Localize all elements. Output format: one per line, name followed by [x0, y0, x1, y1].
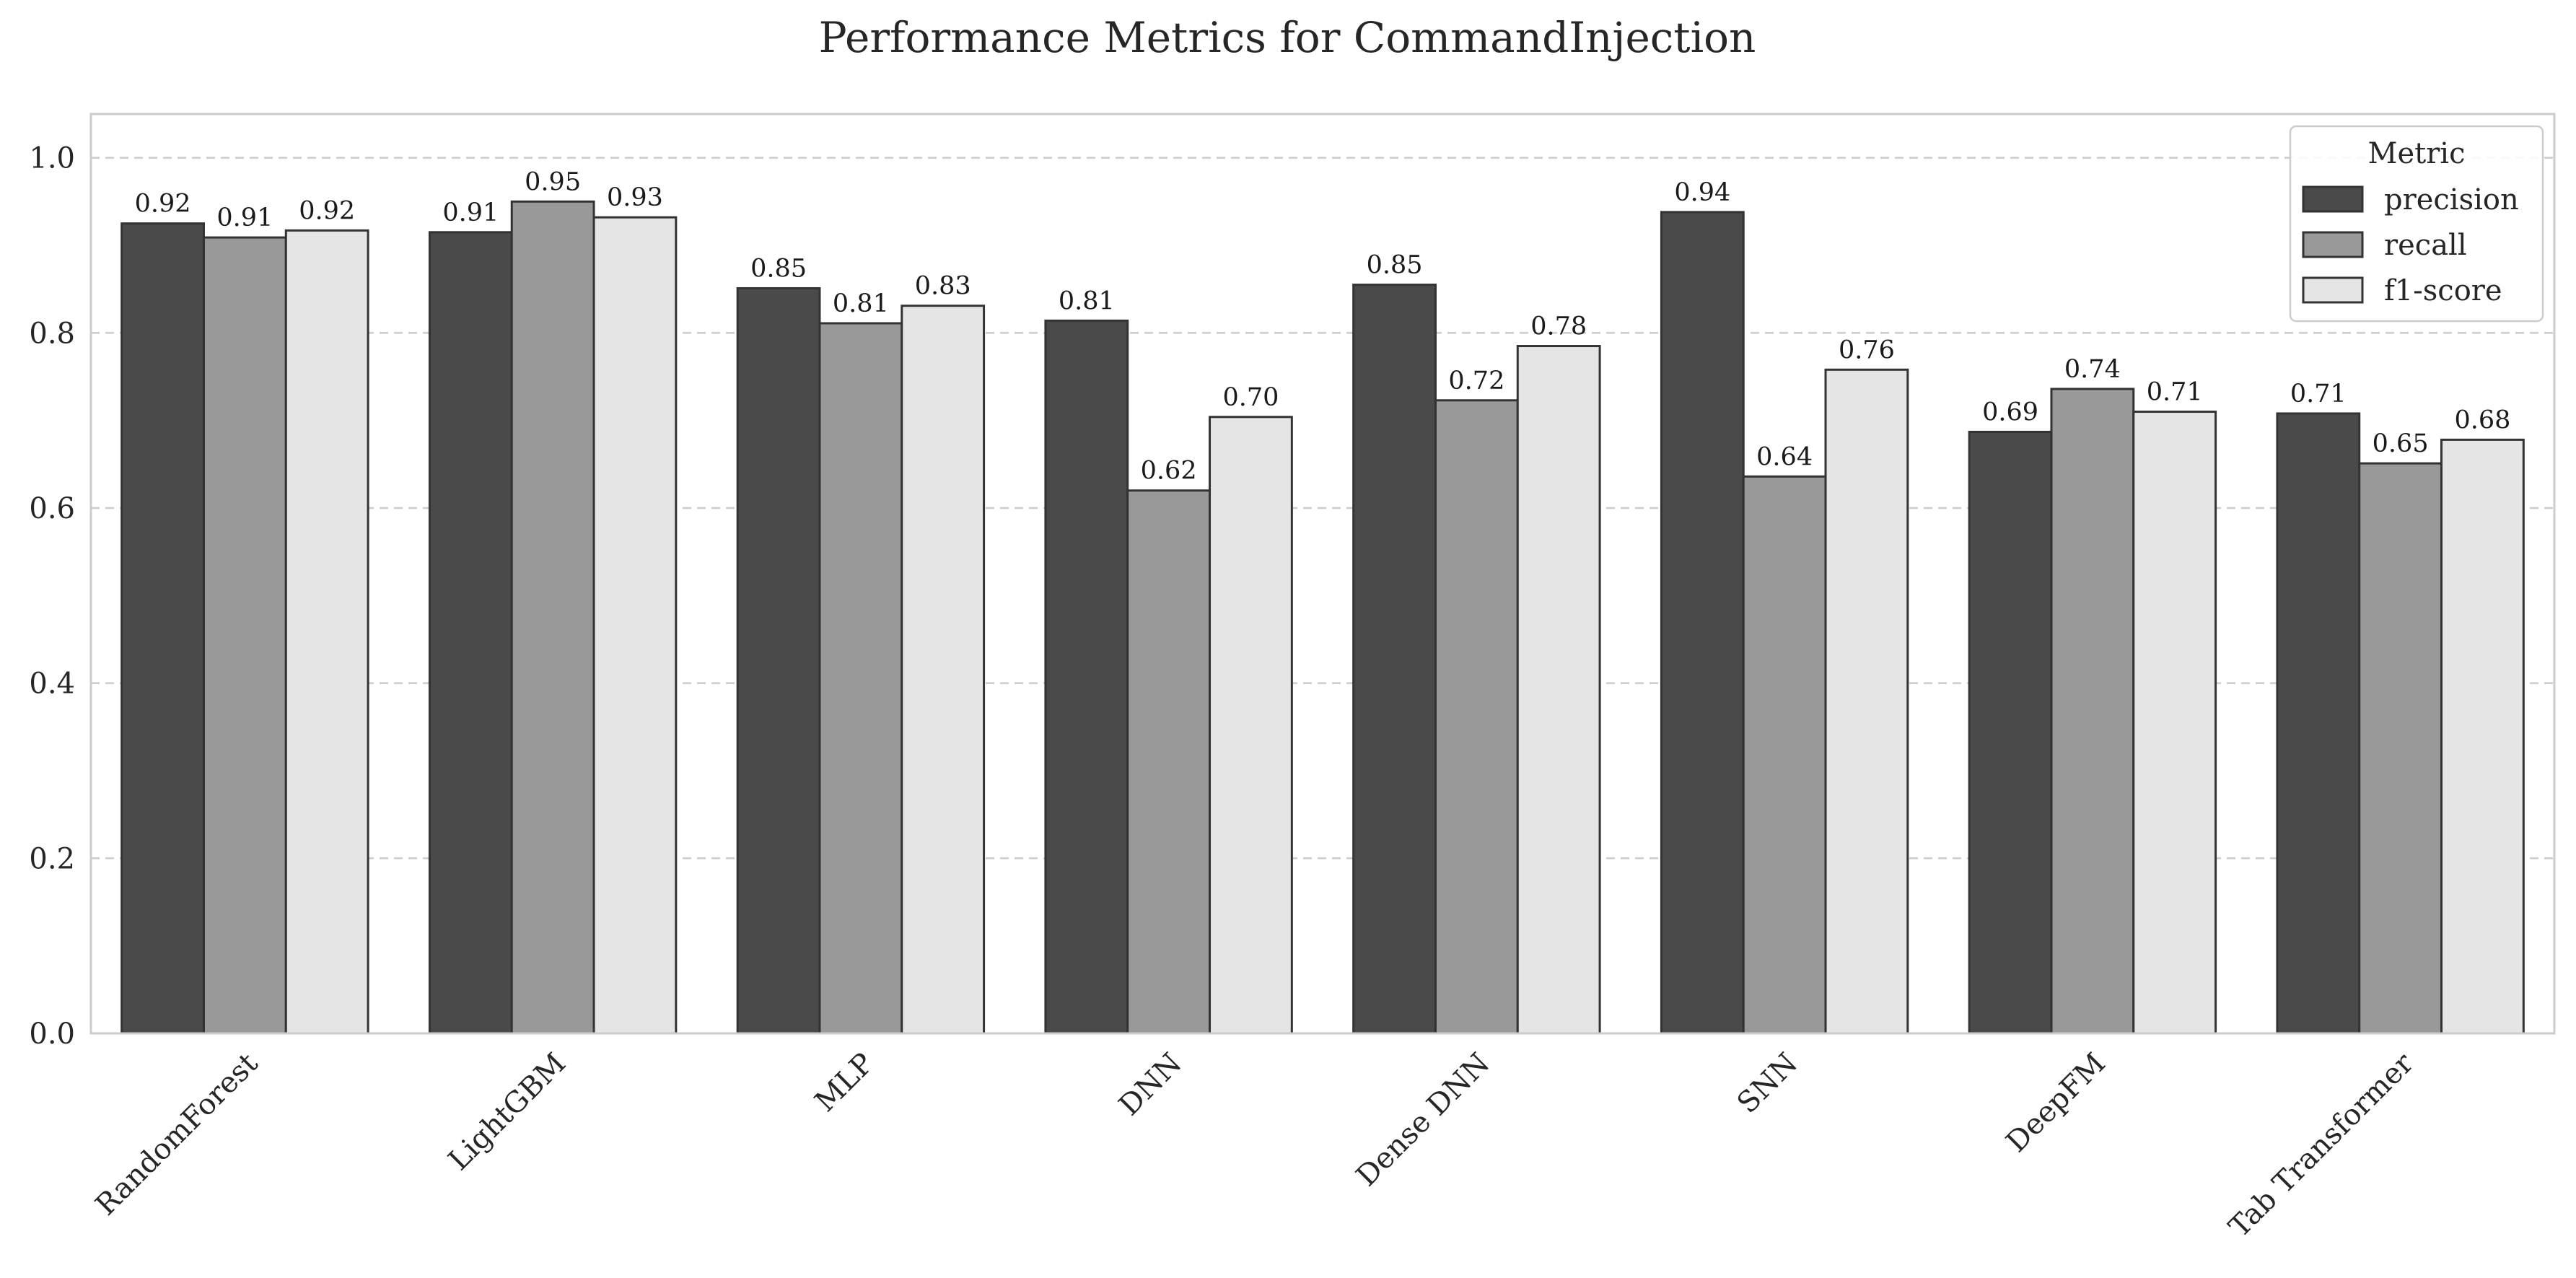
- data-label: 0.70: [1222, 383, 1279, 412]
- bar-f1-score: [1516, 345, 1601, 1035]
- bar-precision: [428, 231, 513, 1035]
- data-label: 0.83: [915, 272, 971, 301]
- data-label: 0.85: [750, 254, 807, 283]
- data-label: 0.91: [216, 203, 273, 232]
- y-tick-label: 0.6: [29, 492, 75, 525]
- bar-f1-score: [2132, 411, 2217, 1035]
- bar-f1-score: [1209, 416, 1293, 1035]
- legend-box: [2289, 125, 2544, 323]
- data-label: 0.85: [1367, 251, 1423, 280]
- bar-recall: [2358, 462, 2443, 1035]
- data-label: 0.74: [2064, 355, 2121, 384]
- data-label: 0.71: [2290, 380, 2347, 408]
- legend-swatch-recall: [2302, 231, 2364, 258]
- bar-recall: [2050, 388, 2135, 1035]
- data-label: 0.76: [1839, 336, 1895, 364]
- y-tick-label: 0.0: [29, 1017, 75, 1051]
- x-tick-label: DNN: [1113, 1047, 1188, 1123]
- bar-f1-score: [2440, 438, 2525, 1035]
- data-labels: 0.92 0.91 0.92 0.91 0.95 0.93 0.85 0.81 0.83 0.81…: [135, 167, 2511, 485]
- data-label: 0.94: [1674, 178, 1730, 207]
- bar-recall: [1742, 475, 1827, 1035]
- bar-recall: [1126, 489, 1212, 1035]
- legend-label: precision: [2384, 183, 2519, 216]
- plot-frame: [89, 113, 2556, 1035]
- bar-recall: [1434, 399, 1519, 1035]
- x-tick-label: SNN: [1731, 1047, 1804, 1120]
- data-label: 0.92: [135, 190, 191, 219]
- bar-f1-score: [284, 229, 369, 1035]
- bar-recall: [510, 200, 595, 1035]
- legend-swatch-precision: [2302, 185, 2364, 213]
- y-tick-label: 0.4: [29, 668, 75, 701]
- x-tick-label: LightGBM: [442, 1047, 572, 1177]
- data-label: 0.62: [1141, 457, 1197, 486]
- bar-precision: [121, 222, 205, 1035]
- bars: [121, 200, 2525, 1035]
- data-label: 0.71: [2147, 378, 2203, 407]
- bar-recall: [818, 322, 903, 1035]
- data-label: 0.92: [299, 196, 355, 225]
- bar-f1-score: [901, 305, 986, 1035]
- bar-precision: [1352, 284, 1437, 1035]
- data-label: 0.93: [607, 183, 663, 212]
- bar-precision: [1044, 319, 1129, 1035]
- x-tick-label: MLP: [809, 1047, 880, 1119]
- data-label: 0.81: [833, 289, 889, 318]
- chart-title: Performance Metrics for CommandInjection: [819, 13, 1756, 62]
- x-axis: RandomForest LightGBM MLP DNN Dense DNN SNN De…: [89, 1046, 2421, 1244]
- data-label: 0.68: [2454, 406, 2510, 434]
- data-label: 0.81: [1059, 286, 1115, 315]
- y-tick-label: 1.0: [29, 142, 75, 175]
- y-axis: 0.0 0.2 0.4 0.6 0.8 1.0: [29, 142, 75, 1051]
- bar-precision: [736, 286, 821, 1035]
- x-tick-label: RandomForest: [89, 1047, 265, 1222]
- legend-swatch-f1-score: [2302, 276, 2364, 304]
- bar-precision: [1968, 430, 2053, 1035]
- x-tick-label: DeepFM: [2000, 1047, 2112, 1159]
- bar-precision: [1660, 211, 1745, 1035]
- data-label: 0.78: [1530, 312, 1587, 341]
- bar-f1-score: [592, 216, 678, 1035]
- data-label: 0.65: [2373, 429, 2429, 458]
- y-tick-label: 0.8: [29, 317, 75, 350]
- x-tick-label: Dense DNN: [1350, 1047, 1497, 1194]
- data-label: 0.91: [442, 198, 499, 227]
- data-label: 0.64: [1756, 442, 1813, 471]
- x-tick-label: Tab Transformer: [2222, 1046, 2420, 1244]
- legend: Metric precision recall f1-score: [2289, 125, 2544, 323]
- y-tick-label: 0.2: [29, 842, 75, 875]
- bar-recall: [202, 236, 287, 1035]
- data-label: 0.95: [525, 167, 581, 196]
- legend-label: recall: [2384, 229, 2467, 262]
- legend-label: f1-score: [2384, 274, 2502, 307]
- data-label: 0.72: [1448, 367, 1504, 395]
- bar-precision: [2276, 412, 2361, 1035]
- data-label: 0.69: [1982, 398, 2038, 426]
- legend-title: Metric: [2367, 137, 2465, 170]
- bar-f1-score: [1824, 368, 1909, 1035]
